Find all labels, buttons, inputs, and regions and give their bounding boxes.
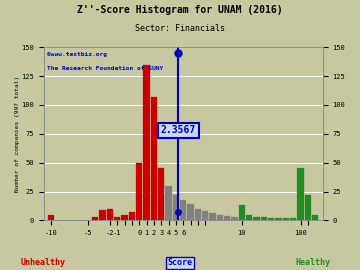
Bar [297, 168, 303, 220]
Bar [158, 168, 164, 220]
Text: Unhealthy: Unhealthy [21, 258, 66, 267]
Bar [253, 217, 260, 220]
Bar [217, 215, 223, 220]
Bar [165, 186, 172, 220]
Bar [290, 218, 296, 220]
Bar [261, 217, 267, 220]
Bar [268, 218, 274, 220]
Bar [312, 215, 318, 220]
Bar [305, 195, 311, 220]
Bar [92, 217, 98, 220]
Bar [231, 217, 238, 220]
Text: The Research Foundation of SUNY: The Research Foundation of SUNY [47, 66, 163, 71]
Bar [114, 217, 120, 220]
Bar [107, 209, 113, 220]
Text: Score: Score [167, 258, 193, 267]
Bar [173, 195, 179, 220]
Text: Z''-Score Histogram for UNAM (2016): Z''-Score Histogram for UNAM (2016) [77, 5, 283, 15]
Bar [136, 163, 142, 220]
Bar [129, 212, 135, 220]
Bar [188, 204, 194, 220]
Bar [48, 215, 54, 220]
Bar [239, 205, 245, 220]
Bar [151, 97, 157, 220]
Bar [195, 209, 201, 220]
Bar [210, 214, 216, 220]
Text: Sector: Financials: Sector: Financials [135, 24, 225, 33]
Text: Healthy: Healthy [296, 258, 331, 267]
Bar [143, 65, 150, 220]
Bar [121, 215, 128, 220]
Bar [99, 210, 105, 220]
Bar [202, 211, 208, 220]
Y-axis label: Number of companies (997 total): Number of companies (997 total) [15, 76, 20, 192]
Bar [224, 216, 230, 220]
Bar [275, 218, 282, 220]
Text: 2.3567: 2.3567 [161, 125, 196, 135]
Bar [246, 215, 252, 220]
Bar [180, 200, 186, 220]
Text: ©www.textbiz.org: ©www.textbiz.org [47, 52, 107, 58]
Bar [283, 218, 289, 220]
